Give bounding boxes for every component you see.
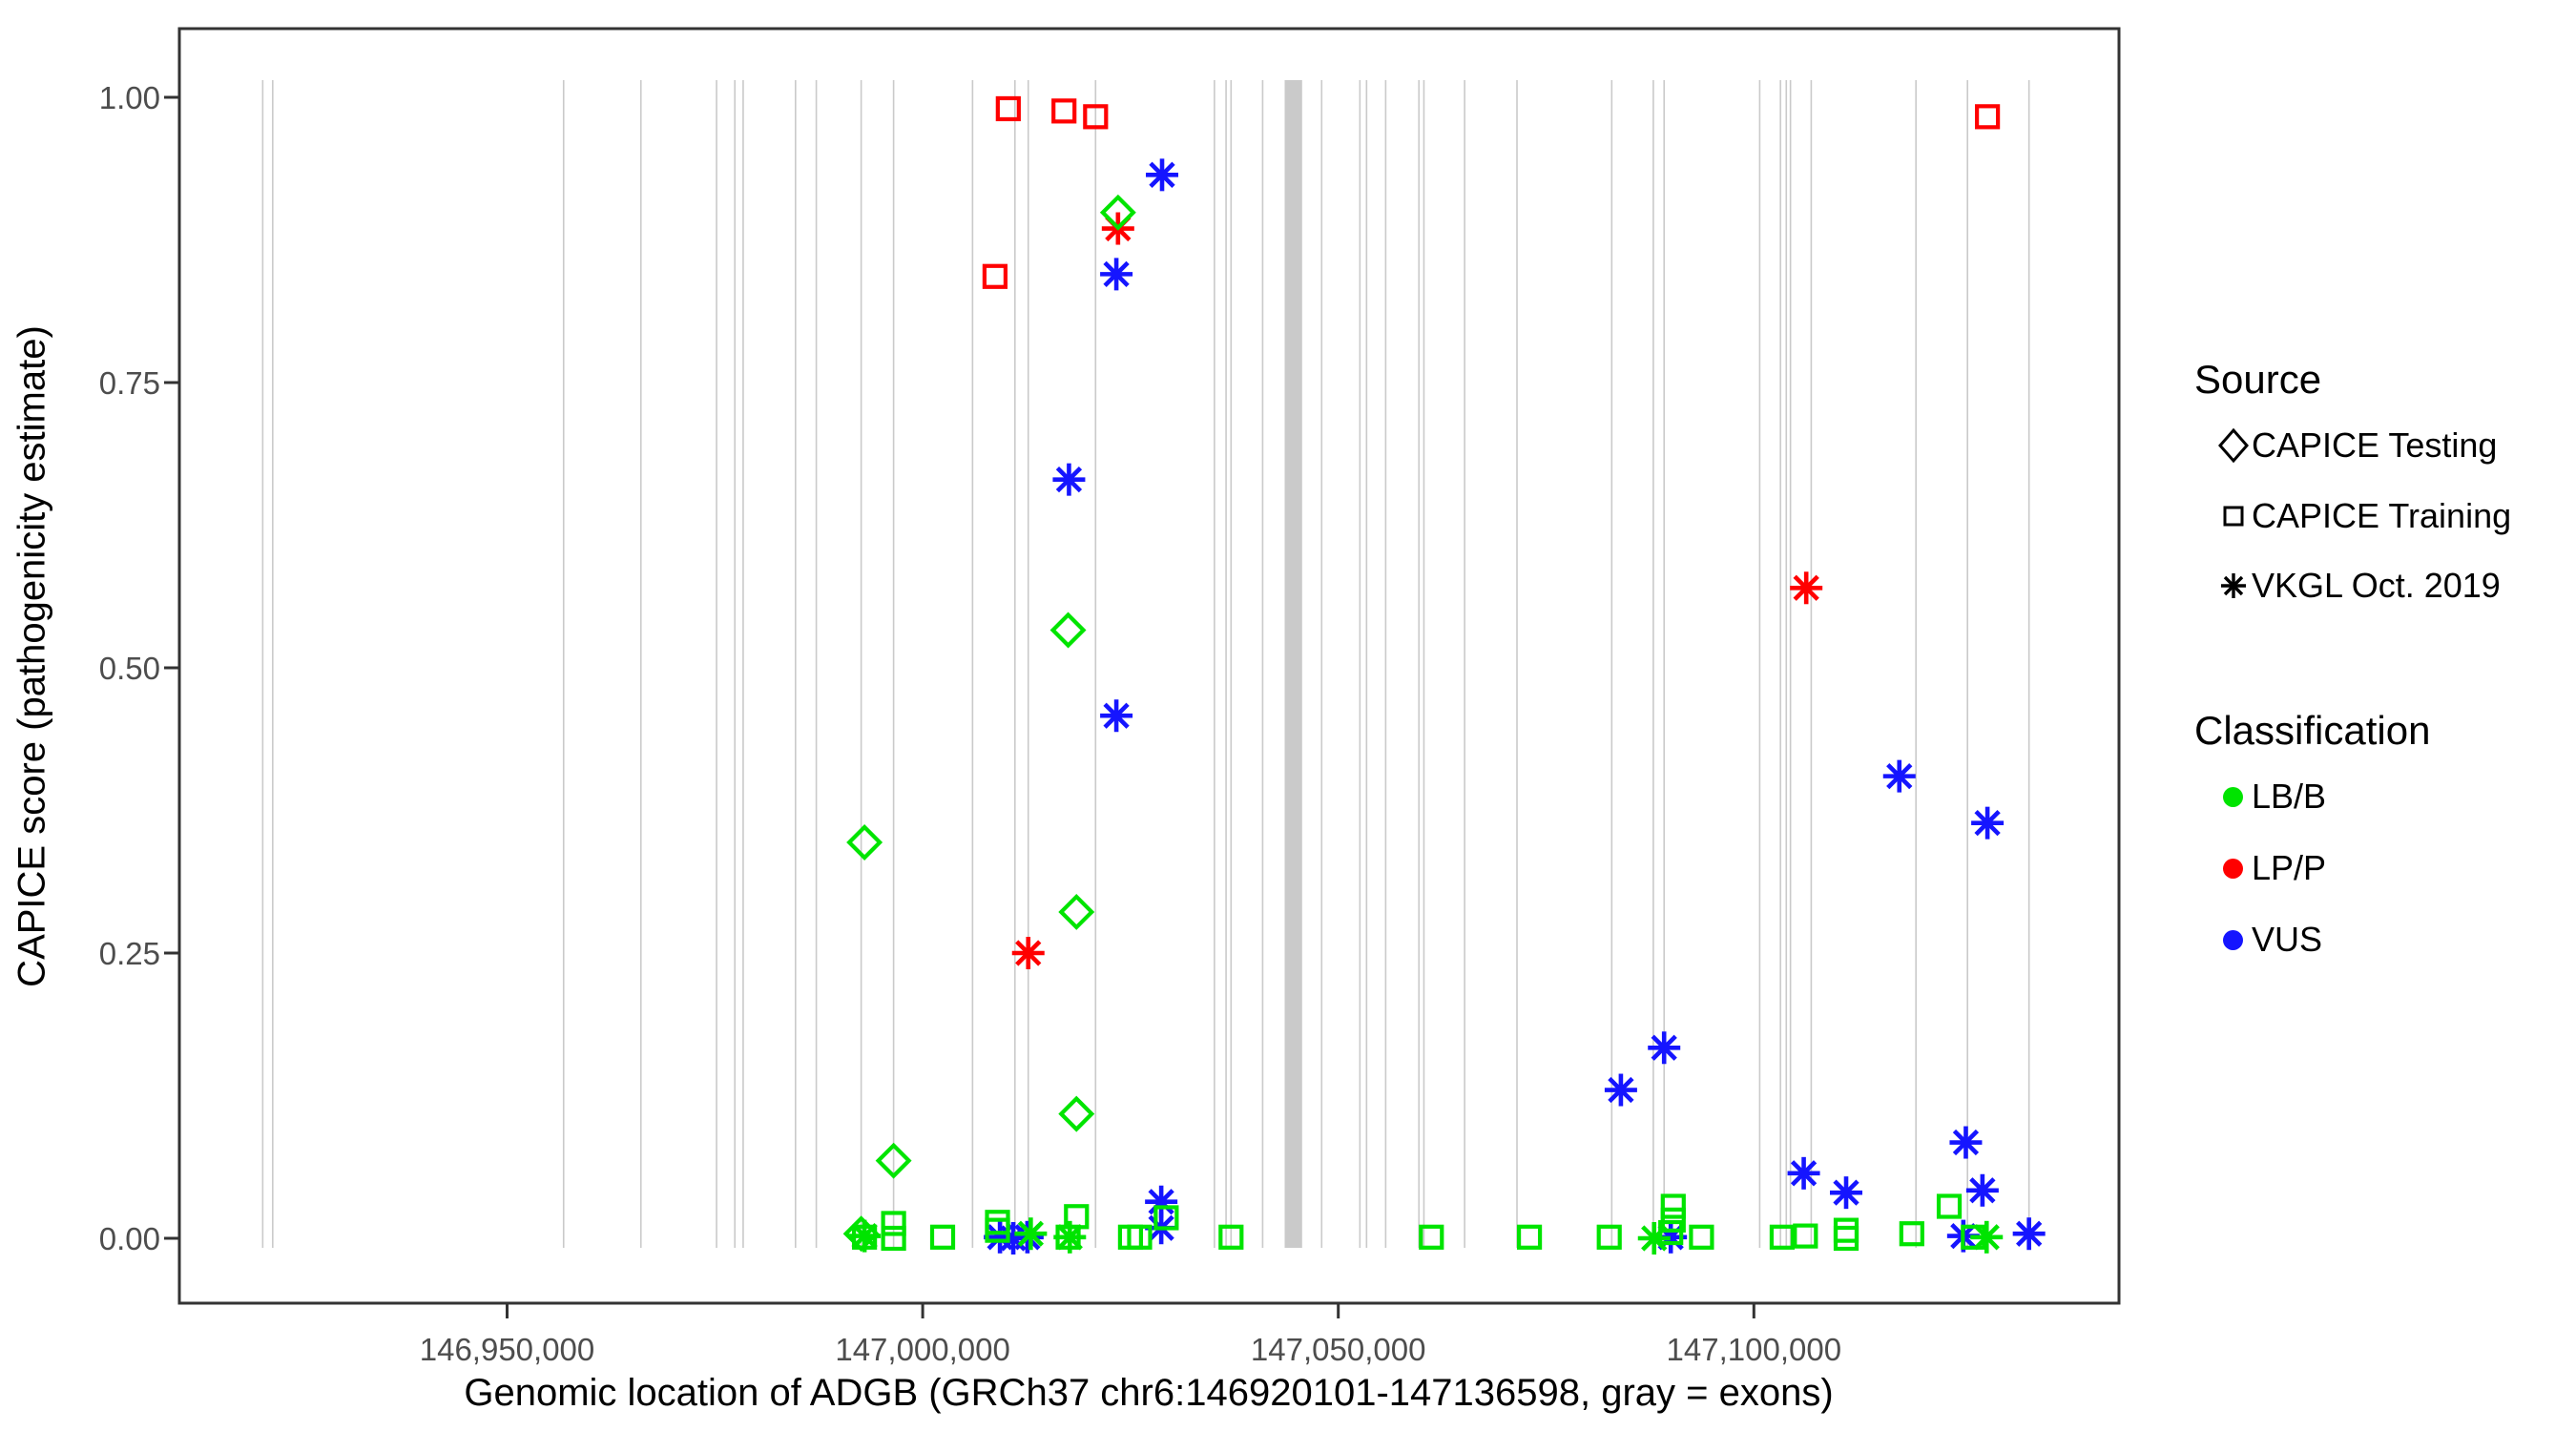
diamond-icon — [2191, 425, 2252, 467]
legend-item-capice-testing: CAPICE Testing — [2191, 419, 2497, 472]
legend-item-capice-training: CAPICE Training — [2191, 489, 2511, 543]
square-icon — [2191, 495, 2252, 537]
legend-source-title: Source — [2194, 357, 2322, 402]
red-dot-icon — [2191, 858, 2252, 879]
legend-item-label: CAPICE Training — [2252, 496, 2512, 535]
y-tick-label: 0.75 — [98, 365, 160, 401]
x-axis-title: Genomic location of ADGB (GRCh37 chr6:14… — [464, 1372, 1834, 1414]
asterisk-icon — [2191, 565, 2252, 607]
legend-item-label: LB/B — [2252, 777, 2327, 816]
legend-item-vkgl: VKGL Oct. 2019 — [2191, 559, 2501, 612]
legend-item-label: CAPICE Testing — [2252, 425, 2498, 465]
x-tick-label: 146,950,000 — [419, 1332, 595, 1367]
legend-item-label: VUS — [2252, 920, 2323, 959]
legend: Source CAPICE Testing CAPICE Training — [2191, 0, 2576, 1431]
x-tick-label: 147,000,000 — [835, 1332, 1010, 1367]
blue-dot-icon — [2191, 929, 2252, 950]
legend-item-vus: VUS — [2191, 913, 2322, 966]
legend-item-lpp: LP/P — [2191, 841, 2326, 895]
y-tick-label: 1.00 — [98, 80, 160, 115]
y-tick-label: 0.50 — [98, 651, 160, 686]
x-tick-label: 147,050,000 — [1250, 1332, 1426, 1367]
y-tick-label: 0.25 — [98, 936, 160, 971]
legend-item-lbb: LB/B — [2191, 770, 2326, 823]
y-tick-label: 0.00 — [98, 1221, 160, 1256]
legend-item-label: LP/P — [2252, 848, 2327, 887]
y-axis-title: CAPICE score (pathogenicity estimate) — [10, 325, 53, 987]
green-dot-icon — [2191, 786, 2252, 807]
x-tick-label: 147,100,000 — [1666, 1332, 1842, 1367]
legend-classification-title: Classification — [2194, 708, 2431, 753]
legend-item-label: VKGL Oct. 2019 — [2252, 566, 2501, 605]
